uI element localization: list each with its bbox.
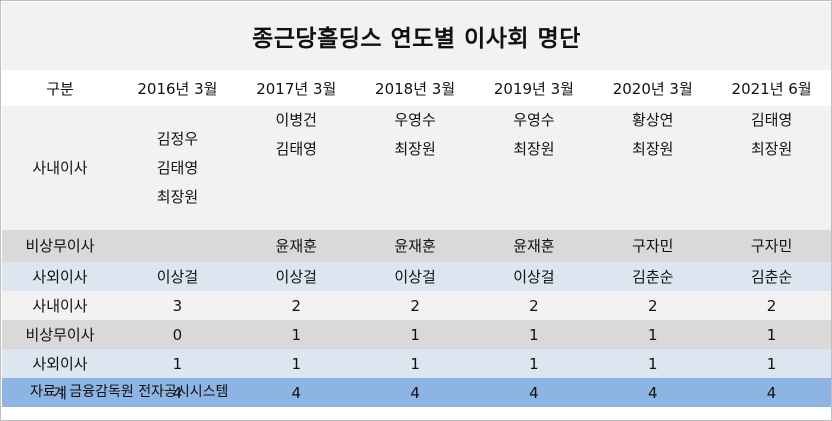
row-label: 사내이사 xyxy=(2,106,119,230)
total-cell: 4 xyxy=(474,378,594,407)
total-cell: 4 xyxy=(236,378,356,407)
header-label: 구분 xyxy=(2,72,119,106)
board-members-table: 구분 2016년 3월 2017년 3월 2018년 3월 2019년 3월 2… xyxy=(2,72,831,407)
row-label: 사내이사 xyxy=(2,291,119,320)
total-cell: 4 xyxy=(593,378,713,407)
header-year: 2018년 3월 xyxy=(355,72,475,106)
outside-count-row: 사외이사 1 1 1 1 1 1 xyxy=(2,349,831,378)
count-cell: 3 xyxy=(118,291,237,320)
inside-count-row: 사내이사 3 2 2 2 2 2 xyxy=(2,291,831,320)
total-cell: 4 xyxy=(712,378,831,407)
header-year: 2019년 3월 xyxy=(474,72,594,106)
director-name: 윤재훈 xyxy=(474,230,594,262)
director-name: 이상걸 xyxy=(355,262,475,291)
director-name: 최장원 xyxy=(513,140,555,158)
name-cell: 김태영 최장원 xyxy=(712,106,831,230)
director-name: 우영수 xyxy=(394,111,436,129)
name-cell: 황상연 최장원 xyxy=(593,106,713,230)
director-name: 최장원 xyxy=(632,140,674,158)
director-name: 구자민 xyxy=(593,230,713,262)
nonexec-director-row: 비상무이사 윤재훈 윤재훈 윤재훈 구자민 구자민 xyxy=(2,230,831,262)
count-cell: 2 xyxy=(593,291,713,320)
director-name: 윤재훈 xyxy=(236,230,356,262)
header-year: 2017년 3월 xyxy=(236,72,356,106)
director-name: 최장원 xyxy=(394,140,436,158)
count-cell: 1 xyxy=(355,320,475,349)
count-cell: 1 xyxy=(474,349,594,378)
name-cell: 이병건 김태영 xyxy=(236,106,356,230)
nonexec-count-row: 비상무이사 0 1 1 1 1 1 xyxy=(2,320,831,349)
count-cell: 1 xyxy=(118,349,237,378)
director-name: 이병건 xyxy=(275,111,317,129)
director-name: 이상걸 xyxy=(236,262,356,291)
director-name: 김춘순 xyxy=(593,262,713,291)
director-name: 최장원 xyxy=(750,140,793,158)
director-name: 이상걸 xyxy=(118,262,237,291)
header-year: 2016년 3월 xyxy=(118,72,237,106)
count-cell: 2 xyxy=(712,291,831,320)
count-cell: 1 xyxy=(236,349,356,378)
director-name: 구자민 xyxy=(712,230,831,262)
count-cell: 2 xyxy=(236,291,356,320)
count-cell: 1 xyxy=(236,320,356,349)
count-cell: 1 xyxy=(593,349,713,378)
director-name: 우영수 xyxy=(513,111,555,129)
header-row: 구분 2016년 3월 2017년 3월 2018년 3월 2019년 3월 2… xyxy=(2,72,831,106)
director-name xyxy=(118,230,237,262)
source-note: 자료 : 금융감독원 전자공시시스템 xyxy=(30,384,229,400)
director-name: 김정우 xyxy=(156,129,199,148)
count-cell: 1 xyxy=(355,349,475,378)
total-cell: 4 xyxy=(118,378,237,407)
inside-director-row: 사내이사 김정우 김태영 최장원 이병건 김태영 우영수 최장원 우영수 최장원 xyxy=(2,106,831,230)
director-name: 김춘순 xyxy=(712,262,831,291)
count-cell: 1 xyxy=(474,320,594,349)
row-label: 비상무이사 xyxy=(2,320,119,349)
header-year: 2020년 3월 xyxy=(593,72,713,106)
director-name: 김태영 xyxy=(275,140,317,158)
row-label: 사외이사 xyxy=(2,349,119,378)
name-cell: 우영수 최장원 xyxy=(474,106,594,230)
director-name: 윤재훈 xyxy=(355,230,475,262)
count-cell: 1 xyxy=(712,349,831,378)
director-name: 김태영 xyxy=(156,158,199,177)
total-row: 계 4 4 4 4 4 4 xyxy=(2,378,831,407)
row-label: 계 xyxy=(2,378,119,407)
count-cell: 2 xyxy=(355,291,475,320)
director-name: 최장원 xyxy=(156,187,199,206)
count-cell: 1 xyxy=(593,320,713,349)
count-cell: 1 xyxy=(712,320,831,349)
director-name: 황상연 xyxy=(632,111,674,129)
count-cell: 0 xyxy=(118,320,237,349)
header-year: 2021년 6월 xyxy=(712,72,831,106)
count-cell: 2 xyxy=(474,291,594,320)
total-cell: 4 xyxy=(355,378,475,407)
row-label: 사외이사 xyxy=(2,262,119,291)
name-cell: 우영수 최장원 xyxy=(355,106,475,230)
row-label: 비상무이사 xyxy=(2,230,119,262)
outside-director-row: 사외이사 이상걸 이상걸 이상걸 이상걸 김춘순 김춘순 xyxy=(2,262,831,291)
page-title: 종근당홀딩스 연도별 이사회 명단 xyxy=(2,2,831,70)
director-name: 이상걸 xyxy=(474,262,594,291)
name-cell: 김정우 김태영 최장원 xyxy=(118,106,237,230)
director-name: 김태영 xyxy=(750,111,793,129)
